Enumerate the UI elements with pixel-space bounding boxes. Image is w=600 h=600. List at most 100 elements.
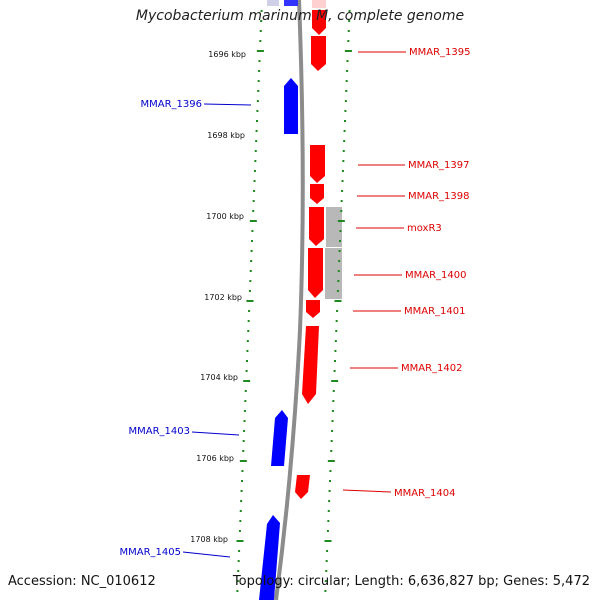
leader-line <box>192 432 239 435</box>
minor-tick <box>238 560 240 562</box>
leader-line <box>183 552 230 557</box>
leader-line <box>343 490 391 492</box>
minor-tick <box>336 310 338 312</box>
gene-label[interactable]: MMAR_1403 <box>129 426 191 437</box>
minor-tick <box>241 490 243 492</box>
minor-tick <box>246 370 248 372</box>
minor-tick <box>245 390 247 392</box>
minor-tick <box>347 60 349 62</box>
gene-mmar-1401 <box>306 300 320 318</box>
major-tick <box>338 220 345 222</box>
gene-mmar-1400 <box>308 248 323 298</box>
minor-tick <box>344 120 346 122</box>
gene-label[interactable]: MMAR_1398 <box>408 191 470 202</box>
minor-tick <box>257 90 259 92</box>
minor-tick <box>341 190 343 192</box>
minor-tick <box>251 230 253 232</box>
minor-tick <box>343 140 345 142</box>
minor-tick <box>253 200 255 202</box>
minor-tick <box>248 310 250 312</box>
gene-label[interactable]: MMAR_1402 <box>401 363 463 374</box>
gene-label[interactable]: moxR3 <box>407 223 442 234</box>
minor-tick <box>336 320 338 322</box>
minor-tick <box>260 30 262 32</box>
gene-label[interactable]: MMAR_1401 <box>404 306 466 317</box>
minor-tick <box>248 320 250 322</box>
kbp-label: 1698 kbp <box>207 131 245 140</box>
minor-tick <box>256 130 258 132</box>
minor-tick <box>332 410 334 412</box>
minor-tick <box>339 230 341 232</box>
minor-tick <box>342 170 344 172</box>
minor-tick <box>335 340 337 342</box>
gene-partial-top-red <box>312 0 326 8</box>
minor-tick <box>328 510 330 512</box>
minor-tick <box>254 170 256 172</box>
leader-line <box>204 104 251 105</box>
minor-tick <box>334 360 336 362</box>
minor-tick <box>259 40 261 42</box>
kbp-label: 1706 kbp <box>196 454 234 463</box>
minor-tick <box>339 240 341 242</box>
minor-tick <box>256 110 258 112</box>
minor-tick <box>326 560 328 562</box>
minor-tick <box>348 30 350 32</box>
minor-tick <box>338 270 340 272</box>
gene-label[interactable]: MMAR_1397 <box>408 160 470 171</box>
minor-tick <box>325 570 327 572</box>
major-tick <box>250 220 257 222</box>
minor-tick <box>246 360 248 362</box>
kbp-label: 1700 kbp <box>206 212 244 221</box>
minor-tick <box>345 90 347 92</box>
genome-summary-text: Topology: circular; Length: 6,636,827 bp… <box>233 574 590 589</box>
kbp-label: 1708 kbp <box>190 535 228 544</box>
minor-tick <box>253 190 255 192</box>
accession-text: Accession: NC_010612 <box>8 574 156 589</box>
major-tick <box>240 460 247 462</box>
minor-tick <box>342 160 344 162</box>
gene-moxr3 <box>309 207 324 246</box>
minor-tick <box>247 340 249 342</box>
minor-tick <box>242 450 244 452</box>
gene-mmar-1402 <box>302 326 319 404</box>
minor-tick <box>259 60 261 62</box>
kbp-label: 1704 kbp <box>200 373 238 382</box>
minor-tick <box>332 400 334 402</box>
minor-tick <box>250 260 252 262</box>
map-title: Mycobacterium marinum M, complete genome <box>0 8 600 24</box>
minor-tick <box>329 480 331 482</box>
major-tick <box>331 380 338 382</box>
gene-mmar-1397 <box>310 145 325 183</box>
major-tick <box>237 540 244 542</box>
minor-tick <box>256 120 258 122</box>
minor-tick <box>258 70 260 72</box>
major-tick <box>247 300 254 302</box>
minor-tick <box>333 390 335 392</box>
minor-tick <box>326 550 328 552</box>
gene-label[interactable]: MMAR_1405 <box>120 547 182 558</box>
minor-tick <box>347 40 349 42</box>
minor-tick <box>327 520 329 522</box>
minor-tick <box>345 100 347 102</box>
gene-label[interactable]: MMAR_1404 <box>394 488 456 499</box>
minor-tick <box>340 210 342 212</box>
gene-label[interactable]: MMAR_1400 <box>405 270 467 281</box>
gene-label[interactable]: MMAR_1395 <box>409 47 471 58</box>
minor-tick <box>246 350 248 352</box>
minor-tick <box>249 280 251 282</box>
minor-tick <box>344 110 346 112</box>
minor-tick <box>329 490 331 492</box>
minor-tick <box>255 140 257 142</box>
minor-tick <box>241 470 243 472</box>
gene-mmar-1395-b <box>311 36 326 71</box>
minor-tick <box>334 350 336 352</box>
gene-pseudo-mmar-1400 <box>325 248 342 299</box>
minor-tick <box>337 280 339 282</box>
major-tick <box>335 300 342 302</box>
minor-tick <box>342 180 344 182</box>
gene-label[interactable]: MMAR_1396 <box>141 99 203 110</box>
minor-tick <box>250 270 252 272</box>
reverse-gene-labels: MMAR_1396 MMAR_1403 MMAR_1405 <box>120 99 252 558</box>
major-tick <box>257 50 264 52</box>
gene-mmar-1398 <box>310 184 324 204</box>
